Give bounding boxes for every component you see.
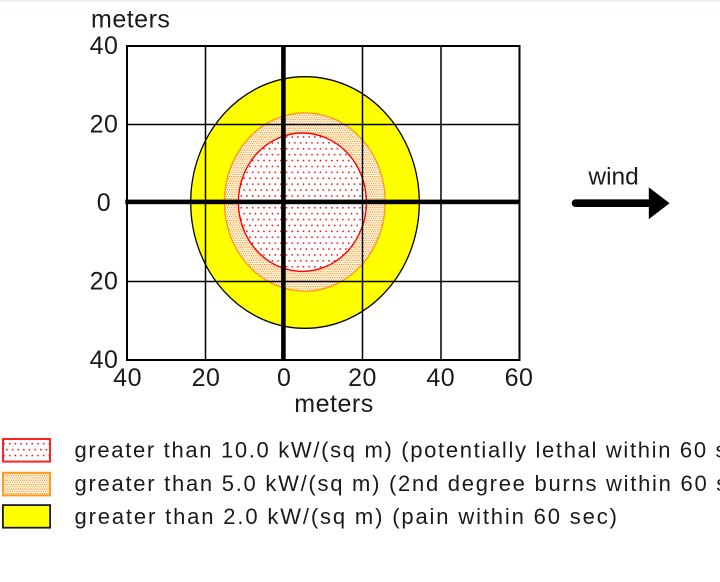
svg-text:20: 20	[192, 364, 221, 392]
svg-text:40: 40	[113, 364, 142, 392]
svg-text:40: 40	[90, 346, 119, 374]
svg-text:greater than 2.0 kW/(sq m) (pa: greater than 2.0 kW/(sq m) (pain within …	[75, 504, 619, 529]
svg-text:0: 0	[277, 364, 291, 392]
svg-text:0: 0	[97, 189, 111, 217]
svg-text:wind: wind	[587, 163, 638, 190]
svg-text:40: 40	[90, 32, 119, 60]
svg-text:20: 20	[348, 364, 377, 392]
svg-text:60: 60	[505, 364, 534, 392]
svg-text:40: 40	[426, 364, 455, 392]
svg-text:meters: meters	[294, 390, 373, 418]
svg-text:greater than 10.0 kW/(sq m) (p: greater than 10.0 kW/(sq m) (potentially…	[75, 438, 720, 463]
svg-text:meters: meters	[91, 6, 170, 34]
svg-text:20: 20	[90, 110, 119, 138]
svg-text:20: 20	[90, 267, 119, 295]
svg-text:greater than 5.0 kW/(sq m) (2n: greater than 5.0 kW/(sq m) (2nd degree b…	[75, 471, 720, 496]
